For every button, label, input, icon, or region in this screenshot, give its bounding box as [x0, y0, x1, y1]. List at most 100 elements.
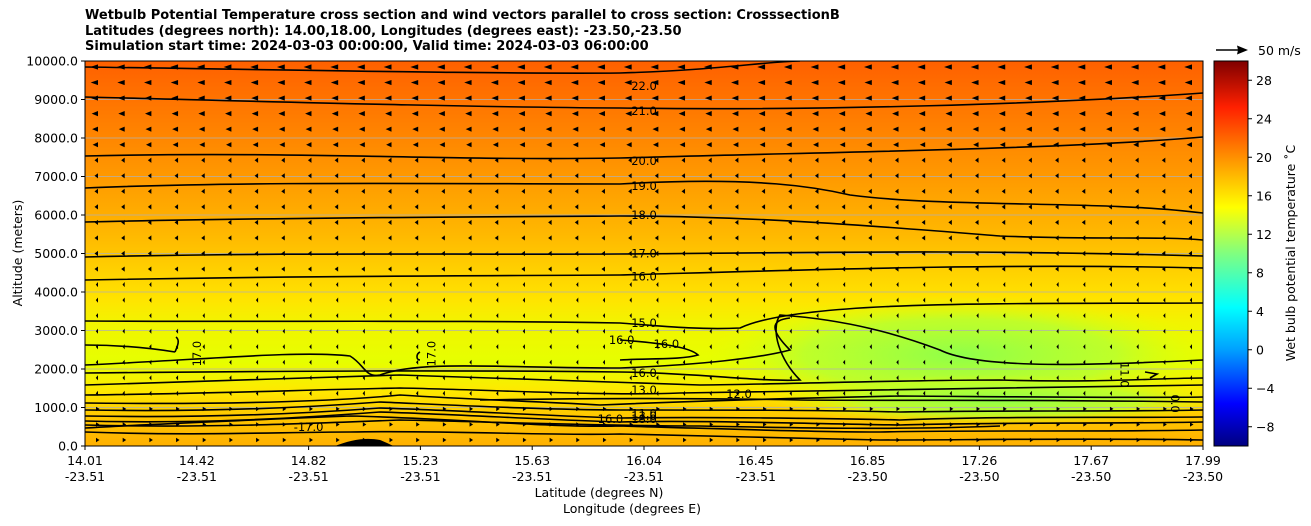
wind-vector-990: [736, 422, 740, 427]
wind-vector-698: [789, 313, 792, 319]
x-tick-lat-4: 15.63: [514, 453, 550, 468]
wind-vector-351: [494, 188, 499, 194]
wind-vector-116: [945, 95, 952, 101]
wind-vector-903: [656, 390, 659, 396]
wind-vector-746: [949, 328, 952, 334]
wind-vector-165: [1132, 111, 1139, 117]
wind-vector-456: [1055, 219, 1059, 226]
wind-vector-854: [469, 375, 472, 381]
wind-vector-54: [410, 79, 419, 86]
wind-vector-440: [628, 219, 632, 226]
wind-vector-567: [654, 266, 659, 272]
wind-vector-254: [147, 157, 152, 163]
contour-labels: 22.0 21.0 20.0 19.0 18.0 17.0 16.0 15.0 16.0 16.0…: [190, 79, 1182, 434]
wind-vector-515: [388, 250, 392, 257]
wind-vector-630: [95, 297, 98, 303]
wind-vector-1024: [522, 437, 527, 443]
wind-vector-535: [921, 250, 926, 257]
wind-vector-585: [1135, 266, 1139, 272]
wind-vector-930: [256, 406, 260, 412]
wind-vector-719: [229, 328, 232, 334]
wind-vector-107: [704, 95, 712, 101]
wind-vector-699: [816, 313, 819, 319]
wind-vector-347: [388, 188, 392, 194]
wind-vector-90: [251, 95, 259, 101]
colorbar-tick-label-3: 4: [1256, 304, 1264, 319]
wind-vector-901: [602, 390, 605, 396]
wind-vector-568: [681, 266, 686, 272]
wind-vector-59: [544, 79, 552, 86]
wind-vector-256: [201, 157, 205, 163]
y-axis-label: Altitude (meters): [10, 200, 25, 307]
wind-vector-171: [172, 126, 179, 132]
wind-vector-544: [1161, 250, 1166, 257]
wind-vector-143: [545, 111, 552, 117]
wind-vector-230: [626, 142, 632, 148]
wind-vector-553: [281, 266, 285, 272]
wind-vector-305: [388, 173, 392, 179]
wind-vector-33: [970, 64, 979, 70]
wind-vector-842: [149, 375, 152, 381]
wind-vector-923: [1189, 390, 1192, 396]
wind-vector-507: [174, 250, 179, 257]
wind-vector-868: [842, 375, 846, 381]
wind-vector-250: [1159, 142, 1166, 148]
contour-21: [85, 92, 1203, 110]
wind-vector-161: [1025, 111, 1032, 117]
wind-vector-441: [654, 219, 659, 226]
wind-vector-945: [656, 406, 660, 412]
wind-vector-233: [706, 142, 712, 148]
wind-vector-527: [708, 250, 712, 257]
wind-vector-210: [92, 142, 98, 148]
x-tick-lon-7: -23.50: [847, 469, 887, 484]
x-tick-lon-8: -23.50: [959, 469, 999, 484]
wind-vector-99: [491, 95, 499, 101]
wind-vector-795: [1136, 344, 1139, 350]
wind-vector-510: [254, 250, 259, 257]
wind-vector-606: [576, 281, 579, 288]
wind-vector-454: [1001, 219, 1006, 226]
wind-vector-828: [896, 359, 899, 365]
wind-vector-530: [788, 250, 792, 257]
wind-vector-135: [331, 111, 339, 117]
wind-vector-243: [973, 142, 979, 148]
wind-vector-860: [629, 375, 632, 381]
x-axis-label-lon: Longitude (degrees E): [563, 501, 701, 516]
wind-vector-777: [656, 344, 659, 350]
wind-vector-996: [896, 422, 900, 427]
wind-vector-124: [1158, 95, 1166, 101]
wind-vector-126: [91, 111, 98, 117]
wind-vector-1027: [602, 437, 607, 443]
wind-vector-832: [1003, 359, 1006, 365]
wind-vector-769: [442, 344, 445, 350]
wind-vector-1: [116, 64, 125, 70]
wind-vector-696: [736, 313, 739, 319]
wind-vector-666: [1056, 297, 1059, 303]
wind-vector-302: [307, 173, 312, 179]
contour-label-4: 18.0: [631, 208, 657, 222]
y-tick-label-0: 0.0: [58, 439, 78, 454]
contour-label-9: 16.0: [654, 337, 680, 351]
wind-vector-242: [946, 142, 952, 148]
wind-vector-321: [814, 173, 819, 179]
contour-label-1: 21.0: [631, 104, 657, 118]
wind-vector-924: [96, 406, 100, 412]
wind-vector-158: [945, 111, 952, 117]
wind-vector-551: [227, 266, 232, 272]
wind-vector-125: [1185, 95, 1192, 101]
wind-vector-431: [388, 219, 392, 226]
x-tick-lat-1: 14.42: [179, 453, 215, 468]
wind-vector-718: [202, 328, 205, 334]
wind-vector-218: [306, 142, 312, 148]
wind-vector-100: [518, 95, 525, 101]
wind-vector-562: [521, 266, 525, 272]
wind-vector-523: [601, 250, 605, 257]
wind-vector-959: [1029, 406, 1034, 412]
wind-vector-13: [437, 64, 445, 70]
x-tick-lon-10: -23.50: [1183, 469, 1223, 484]
wind-vector-933: [336, 406, 340, 412]
contour-15b: [85, 317, 792, 377]
wind-vector-500: [1108, 235, 1112, 241]
wind-vector-435: [494, 219, 499, 226]
wind-vector-729: [496, 328, 499, 334]
